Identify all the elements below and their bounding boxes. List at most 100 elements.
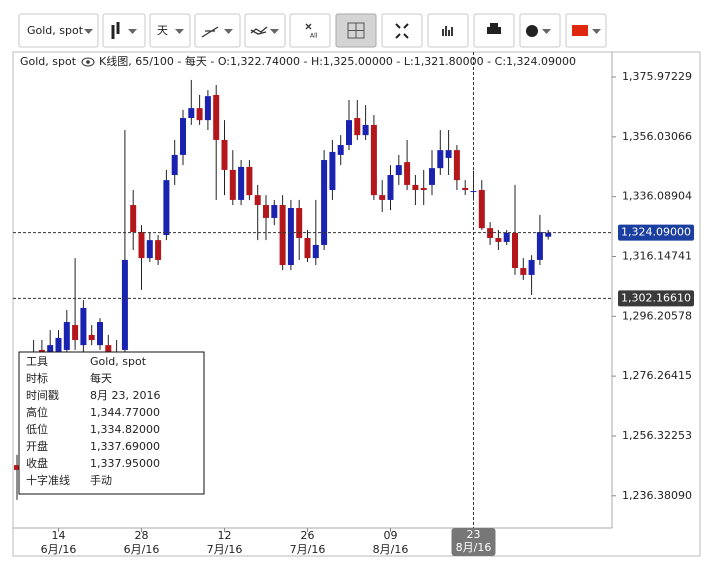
candle-body — [171, 154, 178, 176]
fullscreen-icon — [395, 23, 409, 39]
tooltip-key: 开盘 — [26, 439, 48, 453]
crosshair-date-tag — [451, 528, 496, 556]
period-select[interactable] — [149, 13, 191, 48]
x-tick-label: 6月/16 — [41, 543, 77, 556]
y-tick-label: 1,356.03066 — [622, 130, 692, 143]
candle-body — [163, 180, 170, 236]
candle-icon — [111, 22, 120, 39]
tooltip-value: 1,344.77000 — [90, 406, 160, 419]
candle-body — [437, 150, 444, 169]
palette-icon — [526, 25, 538, 37]
eye-icon[interactable] — [81, 57, 95, 67]
tooltip-value: 1,337.69000 — [90, 440, 160, 453]
candle-body — [528, 259, 535, 275]
candle-body — [495, 238, 502, 242]
candle-body — [429, 168, 435, 185]
candle-body — [520, 268, 527, 275]
toolbar: Gold, spot 天 All — [18, 13, 607, 48]
candle-body — [387, 175, 394, 200]
candle-body — [196, 108, 203, 121]
grid-icon-lines — [348, 23, 364, 38]
candle-body — [329, 151, 336, 191]
tooltip-key: 时间戳 — [26, 389, 59, 402]
line-tool-button[interactable] — [194, 13, 241, 48]
caret — [128, 29, 137, 34]
chart-type-button[interactable] — [102, 13, 146, 48]
candle-body — [354, 118, 361, 136]
candle-body — [287, 208, 294, 266]
candle-body — [138, 232, 145, 259]
candle-body — [395, 165, 402, 176]
candle-body — [221, 139, 228, 170]
candle-body — [545, 232, 552, 237]
candle-body — [445, 150, 452, 158]
candle-body — [536, 232, 543, 260]
candle-body — [263, 205, 269, 218]
candle-body — [246, 166, 253, 196]
candle-body — [63, 322, 70, 350]
tooltip-value: 每天 — [90, 371, 112, 385]
y-tick-label: 1,336.08904 — [622, 190, 692, 203]
line-icon — [201, 26, 219, 38]
candle-body — [404, 162, 411, 185]
x-tick-label: 09 — [384, 529, 398, 542]
tooltip-key: 收盘 — [26, 456, 48, 470]
candle-body — [462, 187, 469, 191]
tooltip-box — [18, 351, 205, 495]
instrument-select-label: Gold, spot — [27, 24, 84, 37]
candle-body — [55, 337, 62, 353]
print-icon-top — [490, 23, 498, 27]
caret — [592, 29, 601, 34]
candle-body — [346, 120, 352, 146]
header-instrument: Gold, spot — [20, 55, 77, 68]
candle-body — [238, 166, 245, 200]
caret — [270, 29, 279, 34]
candle-body — [204, 96, 211, 121]
x-tick-label: 6月/16 — [124, 543, 160, 556]
fullscreen-button[interactable] — [381, 13, 423, 48]
x-tick-label: 7月/16 — [290, 543, 326, 556]
tooltip-key: 工具 — [26, 355, 48, 368]
x-tick-label: 8月/16 — [373, 543, 409, 556]
tooltip-key: 十字准线 — [26, 473, 70, 487]
tooltip-key: 低位 — [26, 422, 48, 436]
flag-icon — [572, 25, 588, 36]
y-tick-label: 1,375.97229 — [622, 70, 692, 83]
caret — [175, 29, 184, 34]
indicator-icon — [250, 26, 268, 35]
crosshair-date-month: 8月/16 — [456, 541, 492, 554]
tooltip-value: 1,334.82000 — [90, 423, 160, 436]
tooltip-value: 8月 23, 2016 — [90, 389, 160, 402]
candle-body — [188, 108, 195, 119]
x-tick-label: 26 — [301, 529, 315, 542]
instrument-select[interactable] — [18, 13, 99, 48]
candle-body — [97, 322, 103, 346]
candle-body — [304, 238, 311, 259]
candle-body — [312, 244, 319, 259]
y-tick-label: 1,256.32253 — [622, 429, 692, 442]
candle-body — [321, 160, 328, 245]
y-tick-label: 1,236.38090 — [622, 489, 692, 502]
candle-body — [296, 208, 303, 239]
caret — [224, 29, 233, 34]
tooltip-value: Gold, spot — [90, 355, 147, 368]
tooltip-key: 时标 — [26, 371, 48, 385]
candle-body — [121, 259, 128, 350]
clear-all-button[interactable] — [289, 13, 331, 48]
candle-body — [512, 232, 518, 269]
last-price-label: 1,324.09000 — [621, 226, 691, 239]
candle-body — [155, 240, 162, 260]
color-button[interactable] — [519, 13, 561, 48]
eye-pupil — [86, 60, 90, 64]
volume-button[interactable] — [427, 13, 469, 48]
candle-body — [453, 150, 460, 181]
y-tick-label: 1,296.20578 — [622, 309, 692, 322]
candle-body — [146, 240, 153, 259]
indicator-button[interactable] — [244, 13, 286, 48]
candle-body — [337, 145, 344, 155]
candle-body — [213, 94, 220, 140]
x-tick-label: 12 — [218, 529, 232, 542]
tooltip-value: 1,337.95000 — [90, 457, 160, 470]
candle-body — [47, 345, 54, 356]
candle-body — [420, 187, 427, 191]
